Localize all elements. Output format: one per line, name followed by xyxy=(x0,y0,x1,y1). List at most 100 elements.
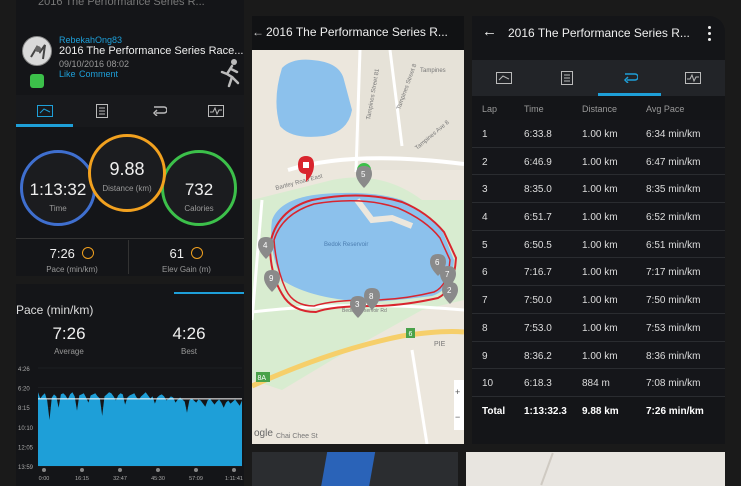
tab-indicator xyxy=(16,124,73,127)
lap-distance: 1.00 km xyxy=(582,156,618,168)
username[interactable]: RebekahOng83 xyxy=(59,35,123,45)
lap-row: 1 6:33.8 1.00 km 6:34 min/km xyxy=(472,120,725,148)
activity-header[interactable]: RebekahOng83 2016 The Performance Series… xyxy=(16,32,244,92)
lap-number: 8 xyxy=(482,322,488,334)
lap-time: 8:35.0 xyxy=(524,184,552,196)
map-label-pie: PIE xyxy=(434,341,446,348)
route-shield-8a: 8A xyxy=(256,372,270,382)
tab-overview[interactable] xyxy=(16,95,73,127)
lap-marker-4[interactable]: 4 xyxy=(258,237,274,259)
tab-details[interactable] xyxy=(73,95,130,127)
lap-row: 7 7:50.0 1.00 km 7:50 min/km xyxy=(472,286,725,314)
pace-label: Pace (min/km) xyxy=(46,265,98,274)
lap-number: 10 xyxy=(482,378,494,390)
zoom-out-button[interactable]: − xyxy=(455,412,460,422)
lap-marker-8[interactable]: 8 xyxy=(364,288,380,310)
time-ring: 1:13:32 Time xyxy=(20,150,96,226)
reservoir-notch xyxy=(354,198,414,229)
laps-panel: ← 2016 The Performance Series R... Lap Ti… xyxy=(472,16,725,444)
time-label: Time xyxy=(49,204,67,213)
lap-marker-7[interactable]: 7 xyxy=(440,266,456,288)
like-link[interactable]: Like xyxy=(59,69,76,79)
x-tick-label: 45:30 xyxy=(151,476,165,482)
laps-header-distance: Distance xyxy=(582,104,618,114)
lap-distance: 1.00 km xyxy=(582,184,618,196)
zoom-controls[interactable] xyxy=(454,380,464,430)
road-6 xyxy=(410,349,429,444)
activity-title: 2016 The Performance Series Race... xyxy=(59,45,244,57)
stats-vdivider xyxy=(128,240,129,274)
start-marker[interactable] xyxy=(298,156,314,182)
lap-row: 3 8:35.0 1.00 km 8:35 min/km xyxy=(472,175,725,204)
x-tick-dot xyxy=(42,468,46,472)
lap-distance: 1.00 km xyxy=(582,212,618,224)
lap-marker-2[interactable]: 2 xyxy=(442,282,458,304)
y-tick-label: 8:15 xyxy=(18,406,30,412)
laps-tab-bar xyxy=(472,60,725,96)
lap-marker-5[interactable]: 5 xyxy=(356,166,372,188)
lap-marker-3[interactable]: 3 xyxy=(350,296,366,318)
map-back-icon[interactable]: ← xyxy=(252,25,264,39)
lap-time: 6:50.5 xyxy=(524,239,552,251)
lap-distance: 1.00 km xyxy=(582,350,618,362)
strava-badge xyxy=(30,74,44,88)
laps-header-avg-pace: Avg Pace xyxy=(646,104,685,114)
laps-icon xyxy=(623,73,638,83)
laps-back-icon[interactable]: ← xyxy=(482,23,497,40)
pace-panel: Pace (min/km) 7:26 Average 4:26 Best 4:2… xyxy=(16,284,244,486)
tab-laps[interactable] xyxy=(130,95,187,127)
lap-pace: 6:34 min/km xyxy=(646,129,701,140)
lap-number: 4 xyxy=(482,212,488,224)
lap-row: 9 8:36.2 1.00 km 8:36 min/km xyxy=(472,341,725,370)
map-label-chai: Chai Chee St xyxy=(276,433,318,440)
laps-tab-charts[interactable] xyxy=(661,60,725,96)
lap-time: 8:36.2 xyxy=(524,350,552,362)
overflow-menu-icon[interactable] xyxy=(706,26,712,42)
lap-pace: 6:51 min/km xyxy=(646,239,701,251)
lap-distance: 1.00 km xyxy=(582,295,618,307)
total-time: 1:13:32.3 xyxy=(524,405,567,417)
laps-tab-details[interactable] xyxy=(535,60,598,96)
x-tick-label: 16:15 xyxy=(75,476,89,482)
laps-tab-indicator xyxy=(598,93,661,96)
summary-panel: 2016 The Performance Series R... Rebekah… xyxy=(16,0,244,276)
lap-marker-9[interactable]: 9 xyxy=(264,270,280,292)
laps-title: 2016 The Performance Series R... xyxy=(508,26,690,40)
pace-icon xyxy=(82,247,95,259)
running-icon xyxy=(218,58,242,93)
tab-charts[interactable] xyxy=(187,95,244,127)
total-label: Total xyxy=(482,405,506,417)
photo-medal[interactable] xyxy=(252,452,458,486)
y-tick-label: 13:59 xyxy=(18,465,34,471)
comment-link[interactable]: Comment xyxy=(79,69,119,79)
pace-best-value: 4:26 xyxy=(172,324,206,343)
pace-average-label: Average xyxy=(54,347,84,356)
lap-time: 7:50.0 xyxy=(524,295,552,307)
lap-row: 8 7:53.0 1.00 km 7:53 min/km xyxy=(472,313,725,342)
svg-text:3: 3 xyxy=(355,300,360,309)
x-tick-label: 57:09 xyxy=(189,476,203,482)
total-distance: 9.88 km xyxy=(582,405,619,417)
photo-floor[interactable] xyxy=(466,452,725,486)
x-tick-label: 32:47 xyxy=(113,476,127,482)
svg-text:7: 7 xyxy=(445,270,450,279)
svg-text:5: 5 xyxy=(361,170,366,179)
lap-number: 9 xyxy=(482,350,488,362)
lap-pace: 8:35 min/km xyxy=(646,184,701,196)
tab-bar xyxy=(16,95,244,127)
chart-icon xyxy=(207,105,224,117)
laps-header-time: Time xyxy=(524,104,544,114)
elev-value: 61 xyxy=(169,246,184,261)
google-logo: ogle xyxy=(254,428,273,439)
avatar[interactable] xyxy=(22,36,52,66)
lap-pace: 6:52 min/km xyxy=(646,212,701,224)
zoom-in-button[interactable]: + xyxy=(455,387,460,397)
svg-text:6: 6 xyxy=(409,331,413,338)
laps-tab-laps[interactable] xyxy=(598,60,661,96)
route-map[interactable]: Tampines Tampines Street 8 Tampines Stre… xyxy=(252,50,464,444)
lap-time: 7:53.0 xyxy=(524,322,552,334)
map-title: 2016 The Performance Series R... xyxy=(266,25,448,39)
lap-number: 6 xyxy=(482,267,488,279)
laps-tab-overview[interactable] xyxy=(472,60,535,96)
lap-distance: 884 m xyxy=(582,378,610,390)
